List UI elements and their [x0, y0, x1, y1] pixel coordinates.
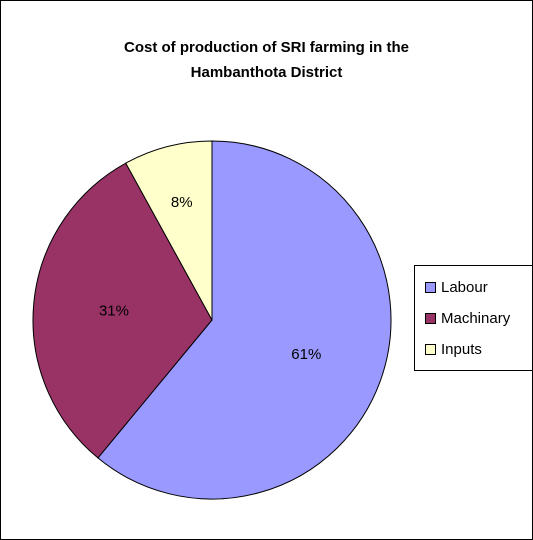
legend-label-labour: Labour — [441, 278, 488, 296]
chart-title-line-2: Hambanthota District — [190, 64, 343, 81]
legend-swatch-labour — [425, 281, 436, 293]
slice-label-labour: 61% — [291, 346, 321, 363]
slice-label-machinary: 31% — [99, 303, 129, 320]
legend-item-labour: Labour — [425, 277, 488, 297]
legend-item-inputs: Inputs — [425, 339, 482, 359]
chart-title-line-1: Cost of production of SRI farming in the — [124, 39, 409, 56]
slice-label-inputs: 8% — [171, 194, 193, 211]
chart-title: Cost of production of SRI farming in the… — [0, 35, 533, 85]
legend-label-machinary: Machinary — [441, 309, 511, 327]
pie-slice-labour — [97, 140, 392, 500]
pie-slice-machinary — [32, 162, 213, 459]
legend: Labour Machinary Inputs — [414, 265, 533, 371]
legend-item-machinary: Machinary — [425, 308, 510, 328]
legend-swatch-inputs — [425, 343, 436, 355]
legend-label-inputs: Inputs — [441, 340, 482, 358]
legend-swatch-machinary — [425, 312, 436, 324]
pie-slice-inputs — [125, 140, 213, 321]
